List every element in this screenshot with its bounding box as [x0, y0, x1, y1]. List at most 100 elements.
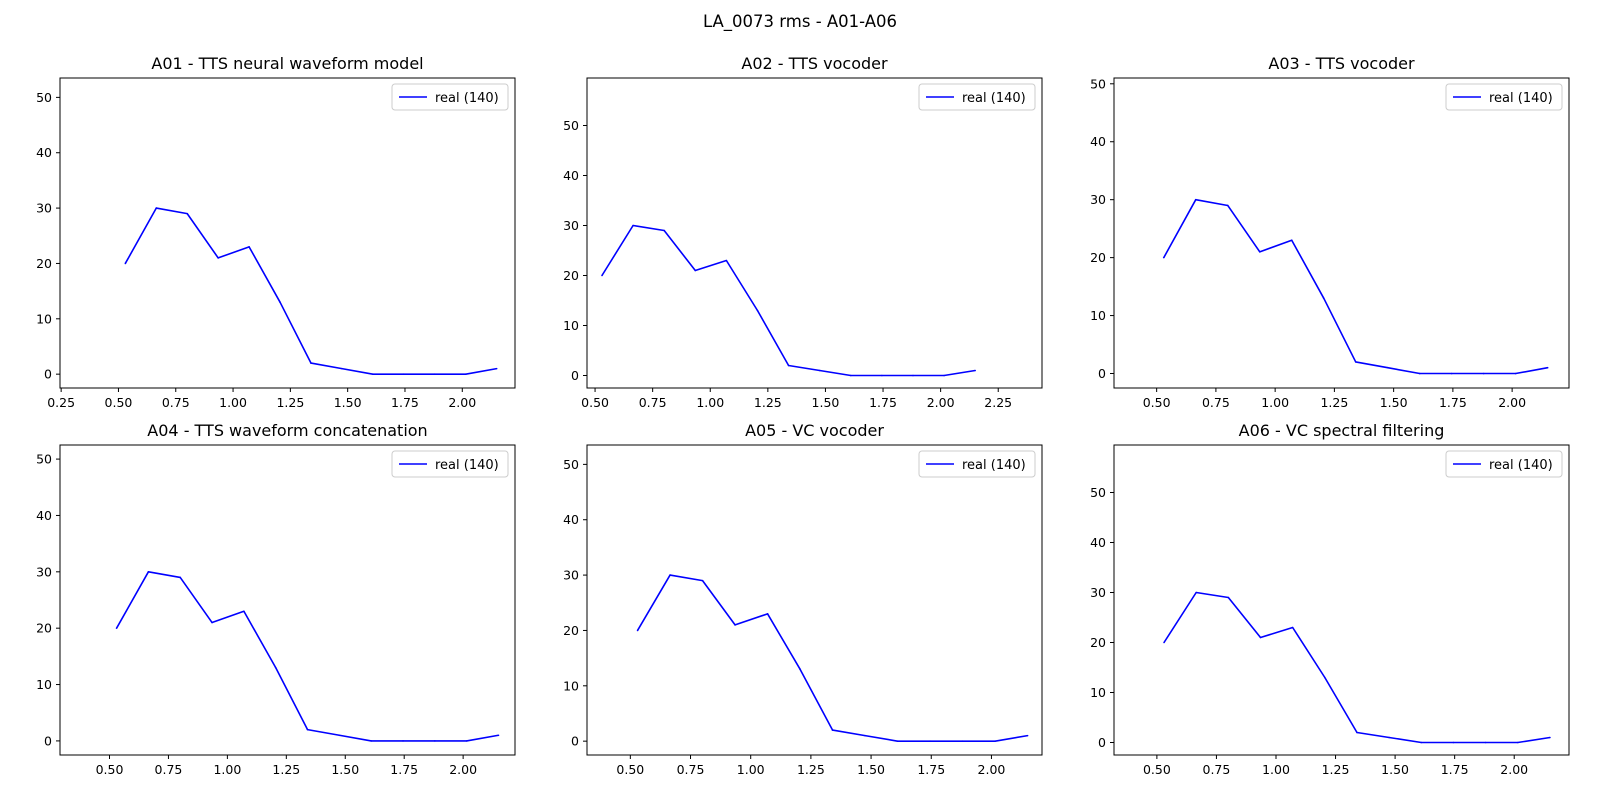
x-tick-label: 1.75: [391, 395, 419, 410]
data-point: [1388, 736, 1390, 739]
y-tick-label: 30: [36, 564, 52, 579]
data-point: [1259, 636, 1262, 639]
y-tick-label: 50: [563, 118, 579, 133]
data-point: [632, 224, 634, 227]
x-tick-label: 1.75: [1439, 395, 1467, 410]
x-tick-label: 1.50: [331, 762, 359, 777]
data-point: [1549, 736, 1551, 739]
data-point: [943, 374, 945, 377]
x-tick-label: 0.50: [96, 762, 124, 777]
y-tick-label: 20: [1090, 635, 1106, 650]
data-point: [1354, 361, 1357, 363]
data-point: [881, 374, 883, 377]
data-point: [497, 734, 500, 737]
subplot-4: A04 - TTS waveform concatenation 0.50 0.75…: [36, 421, 516, 777]
data-point: [1516, 741, 1519, 744]
y-tick-label: 40: [1090, 134, 1106, 149]
legend-box: [391, 83, 509, 111]
data-point: [701, 579, 704, 582]
data-point: [974, 369, 976, 372]
data-point: [243, 610, 245, 613]
data-point: [1450, 372, 1453, 375]
data-point: [370, 740, 372, 742]
y-tick-label: 30: [1090, 585, 1106, 600]
x-tick-label: 0.75: [639, 395, 667, 410]
x-tick-label: 0.75: [677, 762, 705, 777]
data-point: [756, 309, 759, 312]
y-tick-label: 0: [44, 733, 52, 748]
data-point: [1194, 198, 1197, 201]
y-tick-label: 50: [36, 452, 52, 467]
data-point: [179, 576, 182, 579]
x-tick-label: 1.50: [1381, 762, 1409, 777]
data-point: [1546, 366, 1549, 369]
y-tick-label: 0: [571, 368, 579, 383]
x-tick-label: 2.00: [449, 762, 477, 777]
data-point: [211, 621, 213, 624]
data-point: [1484, 741, 1487, 744]
y-tick-label: 10: [1090, 308, 1106, 323]
data-point: [1356, 731, 1358, 734]
x-tick-label: 1.25: [1320, 395, 1348, 410]
data-point: [1420, 741, 1423, 744]
x-tick-label: 1.50: [334, 395, 362, 410]
data-point: [1227, 596, 1230, 599]
plot-frame: [59, 77, 516, 389]
data-point: [434, 740, 436, 742]
x-tick-label: 1.00: [213, 762, 241, 777]
plot-frame: [1113, 444, 1570, 756]
x-tick-label: 1.50: [812, 395, 840, 410]
data-point: [306, 728, 309, 731]
legend: real (140): [918, 83, 1036, 111]
series-line: [1163, 591, 1551, 744]
data-point: [1195, 591, 1197, 594]
subplot-title: A03 - TTS vocoder: [1268, 54, 1415, 73]
data-point: [310, 362, 312, 364]
y-tick-label: 20: [563, 268, 579, 283]
y-tick-label: 20: [36, 621, 52, 636]
data-point: [1386, 366, 1389, 369]
data-point: [766, 613, 769, 615]
legend: real (140): [1445, 83, 1563, 111]
data-point: [929, 740, 931, 742]
x-tick-label: 2.25: [984, 395, 1012, 410]
x-tick-label: 0.75: [162, 395, 190, 410]
y-tick-label: 10: [36, 677, 52, 692]
x-tick-label: 1.00: [737, 762, 765, 777]
legend-box: [918, 83, 1036, 111]
data-point: [372, 373, 374, 375]
legend: real (140): [1445, 450, 1563, 478]
subplot-3: A03 - TTS vocoder 0.50 0.75 1.00 1.25 1.50 1.7…: [1090, 54, 1570, 410]
y-tick-label: 30: [563, 218, 579, 233]
y-tick-label: 40: [36, 145, 52, 160]
y-tick-label: 40: [563, 168, 579, 183]
y-tick-label: 40: [563, 512, 579, 527]
data-point: [1163, 641, 1165, 644]
y-tick-label: 20: [563, 623, 579, 638]
y-tick-label: 0: [1098, 735, 1106, 750]
x-tick-label: 2.00: [927, 395, 955, 410]
legend: real (140): [391, 83, 509, 111]
data-point: [818, 369, 821, 372]
x-tick-label: 1.25: [272, 762, 300, 777]
data-point: [1258, 251, 1261, 253]
data-point: [338, 734, 341, 737]
legend-box: [1445, 450, 1563, 478]
y-tick-label: 20: [1090, 250, 1106, 265]
data-point: [849, 374, 852, 377]
data-point: [831, 729, 834, 731]
x-tick-label: 1.00: [219, 395, 247, 410]
legend-box: [391, 450, 509, 478]
data-point: [663, 229, 665, 232]
y-tick-label: 0: [44, 367, 52, 382]
data-point: [402, 740, 404, 742]
x-tick-label: 2.00: [978, 762, 1006, 777]
series-line: [124, 207, 497, 375]
data-point: [217, 257, 219, 259]
x-tick-label: 1.25: [1322, 762, 1350, 777]
x-tick-label: 1.00: [1262, 762, 1290, 777]
data-point: [1324, 676, 1326, 679]
y-tick-label: 10: [36, 311, 52, 326]
y-tick-label: 0: [1098, 366, 1106, 381]
